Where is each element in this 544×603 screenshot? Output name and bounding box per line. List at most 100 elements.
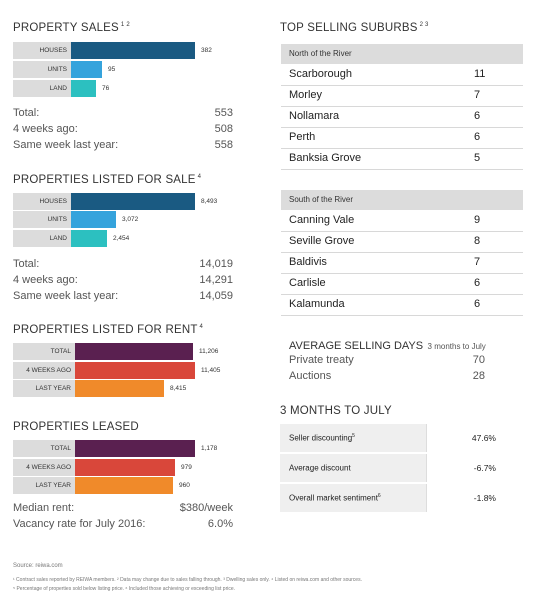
section-title-text: TOP SELLING SUBURBS <box>280 22 418 34</box>
sales-houses-value: 382 <box>201 47 212 54</box>
leased-lastyear-value: 960 <box>179 482 190 489</box>
three-months-title: 3 MONTHS TO JULY <box>280 405 392 417</box>
property-sales-title: PROPERTY SALES 1 2 <box>13 22 130 34</box>
metric-label-text: Seller discounting <box>289 433 353 443</box>
leased-lastyear-bar <box>75 477 173 494</box>
median-rent-label: Median rent: <box>13 502 75 514</box>
suburb-count: 7 <box>474 256 481 268</box>
suburb-name: Canning Vale <box>289 214 355 226</box>
leased-lastyear-label: LAST YEAR <box>13 477 75 494</box>
rent-total-value: 11,206 <box>199 348 219 355</box>
sales-houses-label: HOUSES <box>13 42 71 59</box>
listed-4weeks-label: 4 weeks ago: <box>13 274 78 286</box>
footnote-2: ⁵ Percentage of properties sold below li… <box>13 586 236 592</box>
footnote-ref: 5 <box>352 433 355 439</box>
sales-lastyear-label: Same week last year: <box>13 139 119 151</box>
sales-land-label: LAND <box>13 80 71 97</box>
rent-total-bar <box>75 343 193 360</box>
table-row: Kalamunda 6 <box>281 295 523 316</box>
footnote-ref: 4 <box>199 324 204 331</box>
sales-land-bar <box>71 80 96 97</box>
top-suburbs-title: TOP SELLING SUBURBS 2 3 <box>280 22 429 34</box>
suburb-name: Scarborough <box>289 68 352 80</box>
avg-days-title-text: AVERAGE SELLING DAYS <box>289 340 424 352</box>
sales-lastyear-value: 558 <box>214 139 233 151</box>
suburb-name: Banksia Grove <box>289 152 362 164</box>
table-row: Overall market sentiment6 -1.8% <box>280 484 524 513</box>
footnote-ref: 1 2 <box>120 22 130 29</box>
table-row: Seller discounting5 47.6% <box>280 424 524 453</box>
table-row: Carlisle 6 <box>281 274 523 295</box>
rent-4weeks-value: 11,405 <box>201 367 221 374</box>
table-row: Canning Vale 9 <box>281 211 523 232</box>
suburb-count: 7 <box>474 89 481 101</box>
north-heading: North of the River <box>281 44 523 64</box>
table-row: Baldivis 7 <box>281 253 523 274</box>
listed-houses-label: HOUSES <box>13 193 71 210</box>
source-text: Source: reiwa.com <box>13 563 63 569</box>
listed-lastyear-value: 14,059 <box>199 290 233 302</box>
listed-total-label: Total: <box>13 258 40 270</box>
listed-total-value: 14,019 <box>199 258 233 270</box>
private-treaty-label: Private treaty <box>289 354 354 366</box>
suburb-name: Morley <box>289 89 323 101</box>
metric-label: Average discount <box>289 463 351 473</box>
metric-label-text: Average discount <box>289 463 351 473</box>
footnote-ref: 2 3 <box>419 22 429 29</box>
leased-4weeks-value: 979 <box>181 464 192 471</box>
section-title-text: PROPERTY SALES <box>13 22 119 34</box>
leased-total-bar <box>75 440 195 457</box>
listed-houses-value: 8,493 <box>201 198 218 205</box>
sales-total-value: 553 <box>214 107 233 119</box>
median-rent-value: $380/week <box>179 502 233 514</box>
leased-total-label: TOTAL <box>13 440 75 457</box>
leased-4weeks-label: 4 WEEKS AGO <box>13 459 75 476</box>
leased-title: PROPERTIES LEASED <box>13 421 139 433</box>
section-title-text: PROPERTIES LEASED <box>13 421 139 433</box>
listed-land-bar <box>71 230 107 247</box>
leased-total-value: 1,178 <box>201 445 218 452</box>
footnote-ref: 6 <box>377 493 381 499</box>
suburb-count: 5 <box>474 152 481 164</box>
metric-value-box: -1.8% <box>426 484 524 512</box>
rent-total-label: TOTAL <box>13 343 75 360</box>
suburb-count: 6 <box>474 298 481 310</box>
auctions-value: 28 <box>472 370 485 382</box>
metric-label: Overall market sentiment6 <box>289 493 381 503</box>
metric-label-text: Overall market sentiment <box>289 493 378 503</box>
rent-lastyear-label: LAST YEAR <box>13 380 75 397</box>
metric-label: Seller discounting5 <box>289 433 355 443</box>
leased-4weeks-bar <box>75 459 175 476</box>
listed-units-label: UNITS <box>13 211 71 228</box>
table-row: Banksia Grove 5 <box>281 149 523 170</box>
metric-value-box: -6.7% <box>426 454 524 482</box>
vacancy-rate-label: Vacancy rate for July 2016: <box>13 518 146 530</box>
metric-value: -6.7% <box>473 463 496 473</box>
rent-lastyear-bar <box>75 380 164 397</box>
sales-houses-bar <box>71 42 195 59</box>
footnote-ref: 4 <box>197 174 202 181</box>
table-row: Seville Grove 8 <box>281 232 523 253</box>
table-row: Nollamara 6 <box>281 107 523 128</box>
sales-4weeks-value: 508 <box>214 123 233 135</box>
table-row: Morley 7 <box>281 86 523 107</box>
auctions-label: Auctions <box>289 370 332 382</box>
suburb-name: Kalamunda <box>289 298 345 310</box>
listed-houses-bar <box>71 193 195 210</box>
metric-value-box: 47.6% <box>426 424 524 452</box>
suburb-count: 6 <box>474 277 481 289</box>
suburb-name: Carlisle <box>289 277 326 289</box>
suburb-name: Nollamara <box>289 110 340 122</box>
suburb-count: 11 <box>474 68 486 80</box>
footnote-1: ¹ Contract sales reported by REIWA membe… <box>13 577 362 583</box>
vacancy-rate-value: 6.0% <box>207 518 233 530</box>
rent-4weeks-label: 4 WEEKS AGO <box>13 362 75 379</box>
suburb-name: Perth <box>289 131 316 143</box>
sales-land-value: 76 <box>102 85 110 92</box>
listed-land-label: LAND <box>13 230 71 247</box>
suburb-count: 9 <box>474 214 481 226</box>
metric-value: -1.8% <box>473 493 496 503</box>
listed-units-value: 3,072 <box>122 216 139 223</box>
table-row: Perth 6 <box>281 128 523 149</box>
section-title-text: 3 MONTHS TO JULY <box>280 405 392 417</box>
